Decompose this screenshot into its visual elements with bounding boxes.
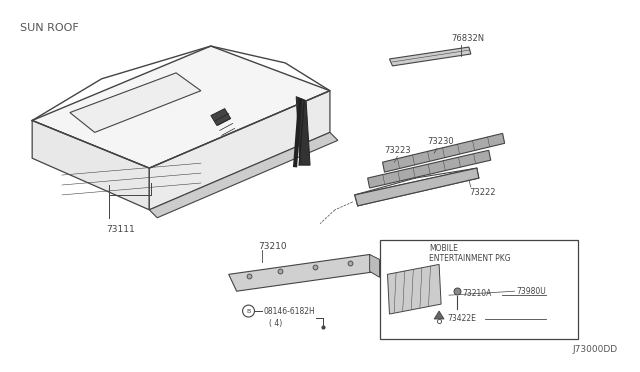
Text: 76832N: 76832N bbox=[451, 34, 484, 43]
Text: SUN ROOF: SUN ROOF bbox=[20, 23, 79, 33]
Text: B: B bbox=[246, 308, 251, 314]
Text: ENTERTAINMENT PKG: ENTERTAINMENT PKG bbox=[429, 254, 511, 263]
Text: 08146-6182H: 08146-6182H bbox=[264, 307, 315, 316]
Text: 73223: 73223 bbox=[385, 146, 411, 155]
Text: 73210A: 73210A bbox=[462, 289, 492, 298]
Text: ( 4): ( 4) bbox=[269, 319, 283, 328]
Polygon shape bbox=[355, 168, 479, 206]
Text: J73000DD: J73000DD bbox=[573, 345, 618, 354]
Polygon shape bbox=[32, 121, 149, 210]
Polygon shape bbox=[434, 311, 444, 319]
Text: 73111: 73111 bbox=[107, 225, 135, 234]
Text: 73210: 73210 bbox=[259, 241, 287, 251]
Polygon shape bbox=[296, 97, 310, 165]
Text: 73422E: 73422E bbox=[447, 314, 476, 323]
Polygon shape bbox=[370, 254, 380, 277]
Polygon shape bbox=[70, 73, 201, 132]
Polygon shape bbox=[367, 150, 491, 188]
Polygon shape bbox=[390, 47, 471, 66]
Text: MOBILE: MOBILE bbox=[429, 244, 458, 253]
Polygon shape bbox=[211, 109, 230, 125]
Polygon shape bbox=[387, 264, 441, 314]
Polygon shape bbox=[228, 254, 378, 291]
Polygon shape bbox=[32, 46, 330, 168]
Polygon shape bbox=[355, 168, 479, 206]
Text: 73230: 73230 bbox=[427, 137, 454, 146]
Polygon shape bbox=[149, 132, 338, 218]
Text: 73222: 73222 bbox=[469, 188, 495, 197]
Polygon shape bbox=[383, 134, 504, 172]
Polygon shape bbox=[149, 91, 330, 210]
Text: 73980U: 73980U bbox=[516, 287, 547, 296]
